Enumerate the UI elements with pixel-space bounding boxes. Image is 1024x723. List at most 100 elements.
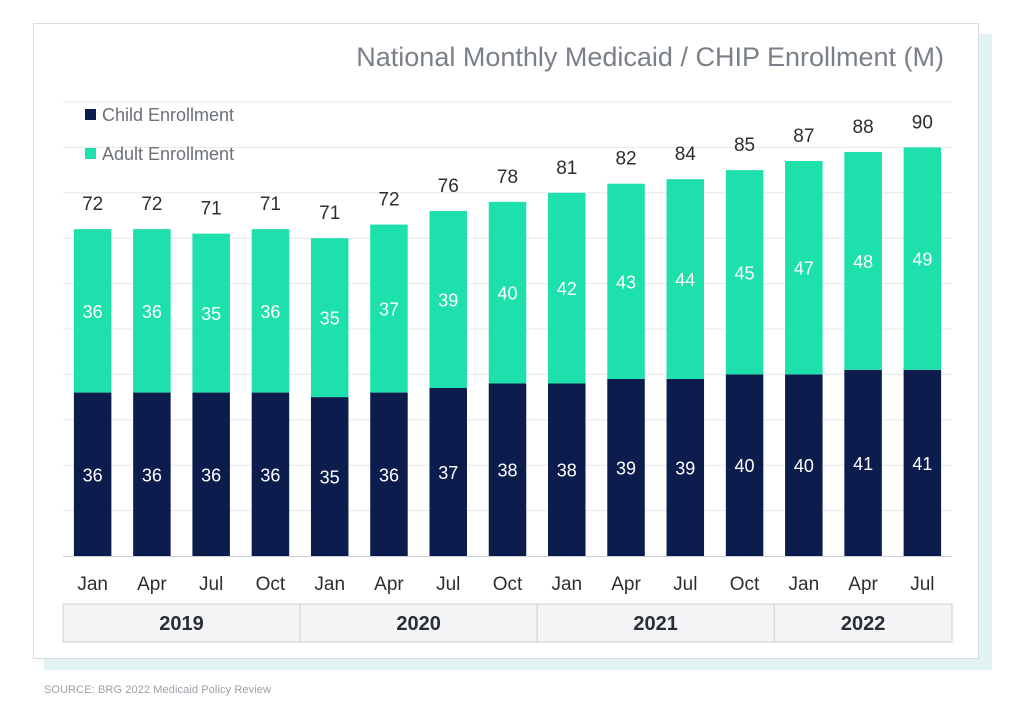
data-label-child: 36 — [142, 465, 162, 485]
year-label: 2022 — [841, 613, 886, 635]
data-label-adult: 48 — [853, 252, 873, 272]
x-tick-label: Apr — [848, 574, 878, 595]
x-tick-label: Oct — [493, 574, 523, 595]
data-label-adult: 47 — [794, 259, 814, 279]
bar-adult — [192, 233, 230, 393]
bar-adult — [251, 229, 290, 393]
year-band — [62, 603, 953, 643]
data-label-child: 41 — [912, 454, 932, 474]
bar-child — [488, 383, 527, 556]
data-label-adult: 49 — [912, 250, 932, 270]
data-labels: 36 36 72 36 36 72 36 35 71 36 36 71 35 35 71 36 37 72 37 39… — [82, 112, 933, 487]
total-label: 72 — [378, 190, 399, 211]
x-tick-label: Apr — [374, 574, 404, 595]
data-label-adult: 42 — [557, 279, 577, 299]
legend-swatch-adult — [85, 148, 96, 159]
x-tick-label: Jul — [199, 574, 223, 595]
bars — [73, 147, 942, 556]
bar-child — [73, 392, 112, 556]
x-tick-label: Jan — [551, 574, 582, 595]
total-label: 88 — [853, 117, 874, 138]
data-label-child: 38 — [497, 461, 517, 481]
bar-adult — [844, 151, 882, 370]
data-label-child: 36 — [201, 465, 221, 485]
data-label-adult: 36 — [83, 302, 103, 322]
total-label: 71 — [201, 199, 222, 220]
data-label-child: 39 — [616, 458, 636, 478]
bar-child — [370, 392, 408, 556]
bar-adult — [607, 183, 645, 379]
data-label-child: 36 — [379, 465, 399, 485]
x-tick-label: Jan — [77, 574, 108, 595]
bar-adult — [725, 170, 764, 375]
data-label-child: 41 — [853, 454, 873, 474]
legend: Child Enrollment Adult Enrollment — [85, 105, 234, 164]
data-label-adult: 40 — [497, 284, 517, 304]
bar-adult — [370, 224, 408, 393]
bar-adult — [310, 238, 349, 398]
data-label-child: 38 — [557, 461, 577, 481]
total-label: 71 — [260, 194, 281, 215]
chart-title: National Monthly Medicaid / CHIP Enrollm… — [356, 42, 944, 72]
bar-child — [310, 397, 349, 556]
bar-adult — [429, 210, 467, 389]
total-label: 72 — [141, 194, 162, 215]
year-label: 2020 — [396, 613, 441, 635]
bar-child — [844, 369, 882, 556]
data-label-adult: 43 — [616, 272, 636, 292]
data-label-child: 39 — [675, 458, 695, 478]
bar-child — [251, 392, 290, 556]
total-label: 90 — [912, 112, 933, 133]
x-tick-label: Jan — [314, 574, 345, 595]
data-label-adult: 45 — [735, 263, 755, 283]
total-label: 71 — [319, 203, 340, 224]
bar-adult — [785, 161, 823, 375]
data-label-adult: 36 — [260, 302, 280, 322]
legend-swatch-child — [85, 109, 96, 120]
data-label-adult: 35 — [201, 304, 221, 324]
data-label-adult: 44 — [675, 270, 695, 290]
bar-child — [429, 388, 467, 556]
source-note: SOURCE: BRG 2022 Medicaid Policy Review — [44, 684, 272, 696]
data-label-adult: 35 — [320, 309, 340, 329]
data-label-child: 36 — [260, 465, 280, 485]
legend-label-child: Child Enrollment — [102, 105, 234, 125]
year-label: 2021 — [633, 613, 678, 635]
x-axis: Jan Apr Jul Oct Jan Apr Jul Oct Jan Apr Jul Oct Jan A… — [62, 556, 953, 643]
total-label: 76 — [438, 176, 459, 197]
bar-child — [192, 392, 230, 556]
bar-adult — [488, 201, 527, 384]
x-tick-label: Jan — [789, 574, 820, 595]
x-tick-label: Apr — [137, 574, 167, 595]
x-tick-label: Apr — [611, 574, 641, 595]
bar-child — [666, 378, 705, 556]
data-label-adult: 39 — [438, 290, 458, 310]
bar-adult — [73, 229, 112, 393]
total-label: 72 — [82, 194, 103, 215]
total-label: 78 — [497, 167, 518, 188]
bar-child — [607, 378, 645, 556]
total-label: 82 — [615, 149, 636, 170]
x-tick-label: Oct — [256, 574, 286, 595]
x-tick-label: Jul — [673, 574, 697, 595]
data-label-child: 35 — [320, 468, 340, 488]
bar-child — [903, 369, 942, 556]
x-tick-label: Jul — [436, 574, 460, 595]
legend-label-adult: Adult Enrollment — [102, 144, 234, 164]
x-tick-label: Oct — [730, 574, 760, 595]
data-label-child: 37 — [438, 463, 458, 483]
bar-child — [133, 392, 171, 556]
x-tick-label: Jul — [910, 574, 934, 595]
bar-adult — [548, 192, 586, 384]
total-label: 81 — [556, 158, 577, 179]
bar-child — [725, 374, 764, 556]
bar-adult — [666, 179, 705, 379]
data-label-child: 36 — [83, 465, 103, 485]
data-label-child: 40 — [735, 456, 755, 476]
year-label: 2019 — [159, 613, 204, 635]
bar-child — [548, 383, 586, 556]
data-label-adult: 37 — [379, 300, 399, 320]
bar-adult — [133, 229, 171, 393]
bar-adult — [903, 147, 942, 370]
